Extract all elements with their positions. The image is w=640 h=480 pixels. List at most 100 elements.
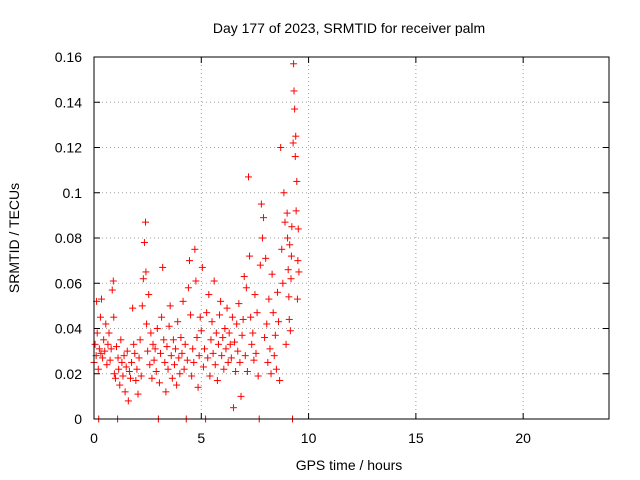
data-point <box>157 349 165 357</box>
data-point <box>143 320 151 328</box>
data-point <box>158 313 166 321</box>
data-point <box>252 349 260 357</box>
data-point <box>293 295 301 303</box>
x-axis-label: GPS time / hours <box>296 457 403 473</box>
data-point <box>138 302 146 310</box>
data-point <box>280 189 288 197</box>
data-point <box>233 320 241 328</box>
data-point <box>149 340 157 348</box>
data-point <box>96 313 104 321</box>
data-point <box>119 372 127 380</box>
data-point <box>245 173 252 181</box>
data-point <box>265 295 273 303</box>
data-point <box>276 377 284 385</box>
y-axis-label: SRMTID / TECUs <box>6 183 22 293</box>
data-point <box>117 336 125 344</box>
data-point <box>225 329 233 337</box>
data-point <box>249 329 257 337</box>
data-point <box>163 343 171 351</box>
data-point <box>113 343 121 351</box>
plot-frame <box>93 56 610 420</box>
data-point <box>118 358 126 366</box>
data-point <box>128 358 136 366</box>
data-point <box>240 272 248 280</box>
data-point <box>95 345 103 353</box>
y-tick-label: 0.06 <box>55 275 82 291</box>
y-tick-label: 0.08 <box>55 230 82 246</box>
data-point <box>294 225 302 233</box>
data-point <box>258 234 266 242</box>
data-point <box>246 252 254 260</box>
x-tick-label: 15 <box>408 430 424 446</box>
data-point <box>172 345 180 353</box>
data-point <box>94 365 102 373</box>
x-tick-label: 20 <box>515 430 531 446</box>
data-point <box>284 234 292 242</box>
data-point <box>104 340 112 348</box>
data-point <box>235 300 243 308</box>
data-point <box>231 338 239 346</box>
data-point <box>162 388 170 396</box>
data-point <box>248 340 256 348</box>
data-point <box>291 105 299 113</box>
data-point <box>289 139 297 147</box>
data-point <box>224 358 232 366</box>
data-point <box>285 293 293 301</box>
data-point <box>139 275 147 283</box>
data-point <box>239 315 247 323</box>
chart-title: Day 177 of 2023, SRMTID for receiver pal… <box>213 20 485 36</box>
data-point <box>242 284 250 292</box>
data-point <box>137 372 145 380</box>
data-point <box>150 356 158 364</box>
data-point <box>288 223 296 231</box>
data-point <box>105 329 113 337</box>
data-point <box>253 309 261 317</box>
data-point <box>97 349 105 357</box>
data-point <box>130 340 138 348</box>
data-point <box>290 60 298 68</box>
data-point <box>192 277 200 285</box>
data-point <box>110 313 118 321</box>
data-point <box>295 268 303 276</box>
data-point <box>286 327 294 335</box>
data-point <box>285 315 293 323</box>
data-point <box>241 352 249 360</box>
data-point <box>169 336 177 344</box>
data-point <box>123 347 131 355</box>
data-point <box>194 383 202 391</box>
data-point <box>180 365 188 373</box>
data-point <box>190 358 198 366</box>
data-point <box>146 361 154 369</box>
data-point <box>277 144 285 151</box>
data-point <box>189 345 197 353</box>
data-point <box>142 268 150 276</box>
data-point <box>179 297 187 305</box>
data-point <box>124 397 132 405</box>
data-point <box>108 286 116 294</box>
data-point <box>273 288 281 296</box>
data-point <box>286 241 294 249</box>
data-point <box>269 309 277 317</box>
data-point <box>159 263 167 271</box>
data-points <box>90 60 303 423</box>
data-point <box>270 352 278 360</box>
data-point <box>214 340 222 348</box>
data-point <box>134 390 142 398</box>
data-point <box>160 336 168 344</box>
data-point <box>282 340 290 348</box>
data-point <box>226 340 234 348</box>
data-point <box>174 318 182 326</box>
y-tick-label: 0.1 <box>63 185 83 201</box>
data-point <box>251 291 259 299</box>
data-point <box>221 325 229 332</box>
data-point <box>217 297 225 305</box>
data-point <box>99 354 107 362</box>
data-point <box>204 354 212 362</box>
data-point <box>120 352 128 360</box>
data-point <box>102 320 110 328</box>
data-point <box>278 245 286 253</box>
data-point <box>294 257 302 265</box>
data-point <box>218 352 226 360</box>
data-point <box>237 392 245 400</box>
data-point <box>183 356 191 364</box>
